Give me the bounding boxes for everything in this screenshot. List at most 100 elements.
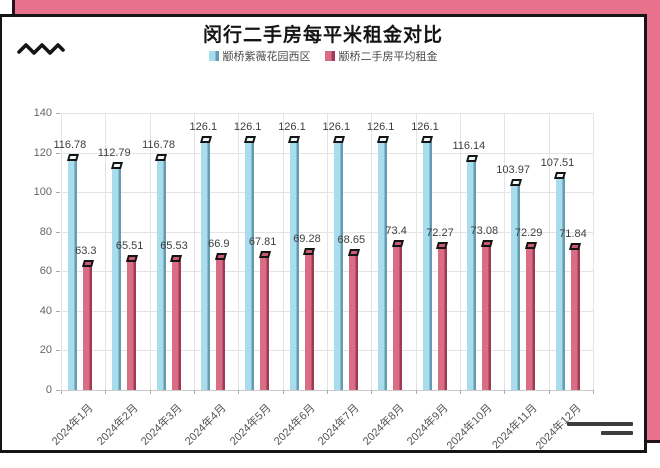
gridline-v bbox=[61, 113, 62, 390]
value-label: 73.08 bbox=[470, 225, 499, 238]
gridline-v bbox=[504, 113, 506, 390]
x-tick bbox=[371, 390, 373, 394]
bar-series1 bbox=[245, 140, 255, 390]
bar-cap bbox=[243, 135, 256, 143]
gridline-v bbox=[415, 113, 417, 390]
bar-cap bbox=[524, 241, 537, 249]
y-axis-label: 120 bbox=[33, 146, 52, 159]
y-axis-label: 20 bbox=[39, 344, 52, 357]
bar-series1 bbox=[511, 184, 521, 390]
y-tick bbox=[56, 113, 60, 114]
bar-series1 bbox=[112, 166, 122, 390]
bar-series1 bbox=[378, 140, 388, 390]
value-label: 126.1 bbox=[366, 120, 395, 133]
bar-cap bbox=[465, 155, 478, 163]
y-axis-label: 40 bbox=[39, 304, 52, 317]
bar-series2 bbox=[127, 260, 137, 390]
value-label: 112.79 bbox=[97, 146, 131, 159]
legend-label: 颛桥二手房平均租金 bbox=[338, 51, 438, 63]
x-tick bbox=[327, 390, 328, 394]
x-tick bbox=[415, 390, 417, 394]
bar-cap bbox=[199, 135, 212, 143]
bar-cap bbox=[81, 259, 94, 267]
x-tick bbox=[504, 390, 506, 394]
value-label: 66.9 bbox=[208, 237, 230, 250]
bar-cap bbox=[125, 255, 138, 263]
x-tick bbox=[548, 390, 550, 394]
bar-series1 bbox=[289, 140, 299, 390]
legend-swatch bbox=[208, 51, 219, 61]
x-tick bbox=[61, 390, 62, 394]
bar-series1 bbox=[467, 160, 476, 390]
value-label: 126.1 bbox=[411, 120, 439, 133]
decor-line-long bbox=[567, 422, 633, 426]
gridline-v bbox=[327, 113, 328, 390]
bar-series2 bbox=[171, 260, 181, 390]
y-tick bbox=[56, 192, 60, 194]
gridline-v bbox=[548, 113, 550, 390]
bar-series2 bbox=[393, 244, 403, 390]
value-label: 116.78 bbox=[142, 138, 175, 151]
value-label: 69.28 bbox=[293, 232, 321, 245]
bar-series1 bbox=[334, 140, 343, 390]
value-label: 126.1 bbox=[278, 120, 306, 133]
y-axis-label: 60 bbox=[39, 265, 52, 278]
x-tick bbox=[149, 390, 151, 394]
value-label: 65.51 bbox=[115, 240, 144, 253]
bar-series2 bbox=[216, 257, 225, 390]
value-label: 63.3 bbox=[75, 244, 97, 257]
chart-card: 闵行二手房每平米租金对比 颛桥紫薇花园西区 颛桥二手房平均租金 116.78 112… bbox=[0, 14, 647, 453]
value-label: 65.53 bbox=[160, 240, 188, 253]
bar-cap bbox=[391, 239, 404, 247]
value-label: 126.1 bbox=[322, 120, 351, 133]
y-tick bbox=[56, 231, 60, 233]
bar-cap bbox=[110, 161, 123, 169]
bar-series2 bbox=[437, 247, 447, 390]
legend-item: 颛桥二手房平均租金 bbox=[324, 48, 438, 64]
value-label: 72.27 bbox=[426, 227, 454, 239]
gridline-v bbox=[371, 113, 373, 390]
y-axis-label: 140 bbox=[33, 107, 52, 119]
y-tick bbox=[56, 310, 60, 312]
bar-series1 bbox=[156, 158, 166, 390]
value-label: 68.65 bbox=[337, 234, 366, 247]
x-tick bbox=[460, 390, 461, 394]
value-label: 73.4 bbox=[385, 224, 407, 237]
y-tick bbox=[56, 271, 60, 273]
squiggle-icon bbox=[16, 37, 66, 64]
plot-area: 116.78 112.79 116.78 126.1 126.1 126.1 126.1 12… bbox=[53, 113, 594, 394]
chart-legend: 颛桥紫薇花园西区 颛桥二手房平均租金 bbox=[2, 48, 644, 64]
x-tick bbox=[282, 390, 284, 394]
value-label: 107.51 bbox=[540, 157, 575, 170]
gridline-v bbox=[105, 113, 107, 390]
bar-cap bbox=[214, 252, 227, 260]
bar-cap bbox=[288, 135, 301, 143]
bar-cap bbox=[376, 135, 389, 143]
bar-series2 bbox=[304, 252, 314, 390]
gridline-v bbox=[194, 113, 195, 390]
x-tick bbox=[105, 390, 107, 394]
legend-label: 颛桥紫薇花园西区 bbox=[222, 51, 311, 63]
bar-series2 bbox=[570, 247, 580, 390]
bar-cap bbox=[509, 179, 522, 187]
bar-cap bbox=[421, 135, 434, 143]
bar-series2 bbox=[260, 255, 270, 390]
value-label: 116.78 bbox=[53, 138, 87, 151]
y-tick bbox=[56, 350, 60, 352]
gridline-v bbox=[460, 113, 461, 390]
bar-series1 bbox=[68, 158, 77, 390]
value-label: 103.97 bbox=[496, 164, 530, 177]
gridline-v bbox=[282, 113, 284, 390]
value-label: 67.81 bbox=[248, 235, 277, 248]
value-label: 72.29 bbox=[514, 226, 543, 239]
bar-series2 bbox=[526, 246, 536, 390]
gridline-v bbox=[593, 113, 594, 390]
y-axis-label: 100 bbox=[33, 186, 52, 199]
bar-cap bbox=[480, 240, 493, 248]
page-title: 闵行二手房每平米租金对比 bbox=[202, 25, 443, 46]
bar-series1 bbox=[422, 140, 432, 390]
y-tick bbox=[56, 152, 60, 154]
value-label: 71.84 bbox=[559, 227, 587, 240]
value-label: 116.14 bbox=[452, 140, 486, 153]
y-axis-label: 80 bbox=[39, 225, 52, 238]
